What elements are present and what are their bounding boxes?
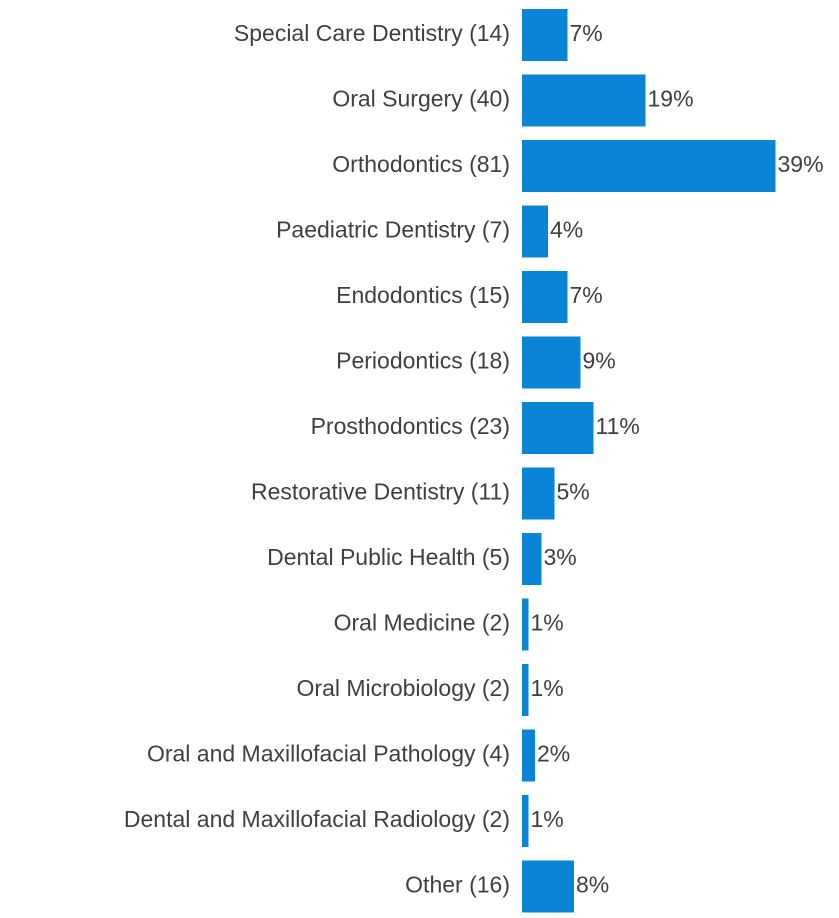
bar [522,598,529,651]
bar [522,860,574,913]
value-label: 7% [570,20,603,46]
bar [522,795,529,847]
value-label: 19% [648,86,694,112]
bar [522,402,594,454]
bar [522,74,646,127]
bar [522,205,548,258]
bar [522,729,535,782]
bar [522,664,529,716]
category-label: Oral Microbiology (2) [297,675,510,701]
value-label: 3% [544,544,577,570]
category-label: Dental Public Health (5) [267,544,510,570]
category-label: Other (16) [405,872,510,898]
category-label: Paediatric Dentistry (7) [276,217,510,243]
category-label: Oral Medicine (2) [334,610,510,636]
bar [522,140,776,192]
category-label: Endodontics (15) [336,282,510,308]
category-label: Oral and Maxillofacial Pathology (4) [147,741,510,767]
category-label: Dental and Maxillofacial Radiology (2) [124,806,510,832]
value-label: 2% [537,741,570,767]
value-label: 7% [570,282,603,308]
bar [522,9,568,61]
value-label: 4% [550,217,583,243]
category-label: Special Care Dentistry (14) [234,20,510,46]
value-label: 1% [531,675,564,701]
category-label: Periodontics (18) [336,348,510,374]
category-label: Orthodontics (81) [332,151,510,177]
value-label: 1% [531,806,564,832]
category-label: Prosthodontics (23) [311,413,510,439]
bar [522,533,542,585]
category-label: Oral Surgery (40) [332,86,510,112]
bar [522,271,568,323]
value-label: 9% [583,348,616,374]
value-label: 5% [557,479,590,505]
value-label: 39% [778,151,824,177]
value-label: 8% [576,872,609,898]
value-label: 1% [531,610,564,636]
bar [522,336,581,389]
value-label: 11% [596,413,640,439]
category-label: Restorative Dentistry (11) [251,479,510,505]
bar [522,467,555,520]
